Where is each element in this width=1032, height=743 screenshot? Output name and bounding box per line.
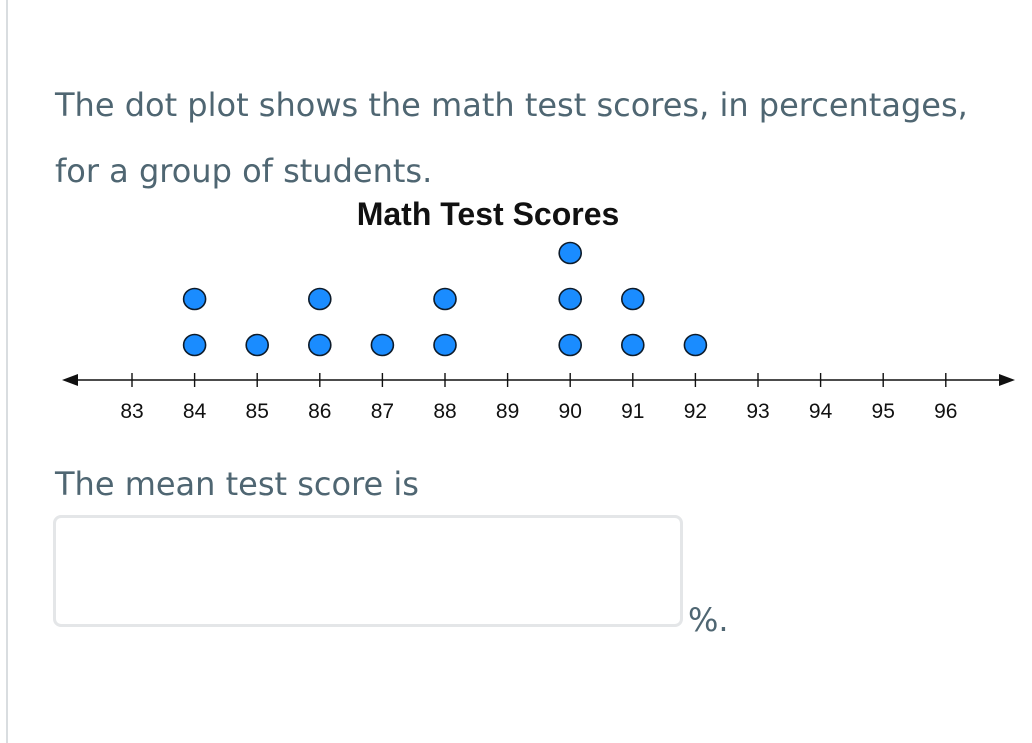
left-arrow xyxy=(62,374,78,386)
data-dot xyxy=(558,287,583,311)
tick-label: 85 xyxy=(246,400,269,423)
question-prompt: The dot plot shows the math test scores,… xyxy=(55,86,968,190)
data-dot xyxy=(620,287,645,311)
tick-label: 92 xyxy=(684,400,707,423)
data-dot xyxy=(683,333,708,357)
tick-label: 93 xyxy=(746,400,769,423)
right-arrow xyxy=(999,374,1015,386)
tick-label: 84 xyxy=(183,400,207,423)
data-dot xyxy=(245,333,270,357)
data-dot xyxy=(620,333,645,357)
dot-plot: Math Test Scores 83 84 85 86 87 88 89 90 91 92 93 9… xyxy=(0,185,1032,445)
answer-input[interactable] xyxy=(53,515,683,627)
tick-label: 88 xyxy=(433,400,456,423)
data-dot xyxy=(433,287,457,311)
tick-label: 90 xyxy=(559,400,582,423)
data-dot xyxy=(307,287,332,311)
left-border-line xyxy=(6,0,8,743)
tick-label: 83 xyxy=(120,400,143,423)
tick-label: 91 xyxy=(621,400,644,423)
chart-title: Math Test Scores xyxy=(357,196,620,232)
mean-label: The mean test score is xyxy=(55,465,419,503)
tick-label: 96 xyxy=(934,400,957,423)
data-dot xyxy=(182,287,207,311)
tick-label: 87 xyxy=(371,400,394,423)
tick-label: 86 xyxy=(308,400,331,423)
data-dot xyxy=(433,333,457,357)
unit-label: %. xyxy=(688,601,729,639)
data-dot xyxy=(558,333,583,357)
data-dot xyxy=(370,333,395,357)
tick-label: 95 xyxy=(872,400,895,423)
data-dot xyxy=(182,333,207,357)
data-dot xyxy=(558,241,583,265)
tick-label: 94 xyxy=(809,400,833,423)
tick-label: 89 xyxy=(496,400,519,423)
data-dot xyxy=(307,333,332,357)
dot-plot-svg: Math Test Scores 83 84 85 86 87 88 89 90 91 92 93 9… xyxy=(62,196,1015,423)
